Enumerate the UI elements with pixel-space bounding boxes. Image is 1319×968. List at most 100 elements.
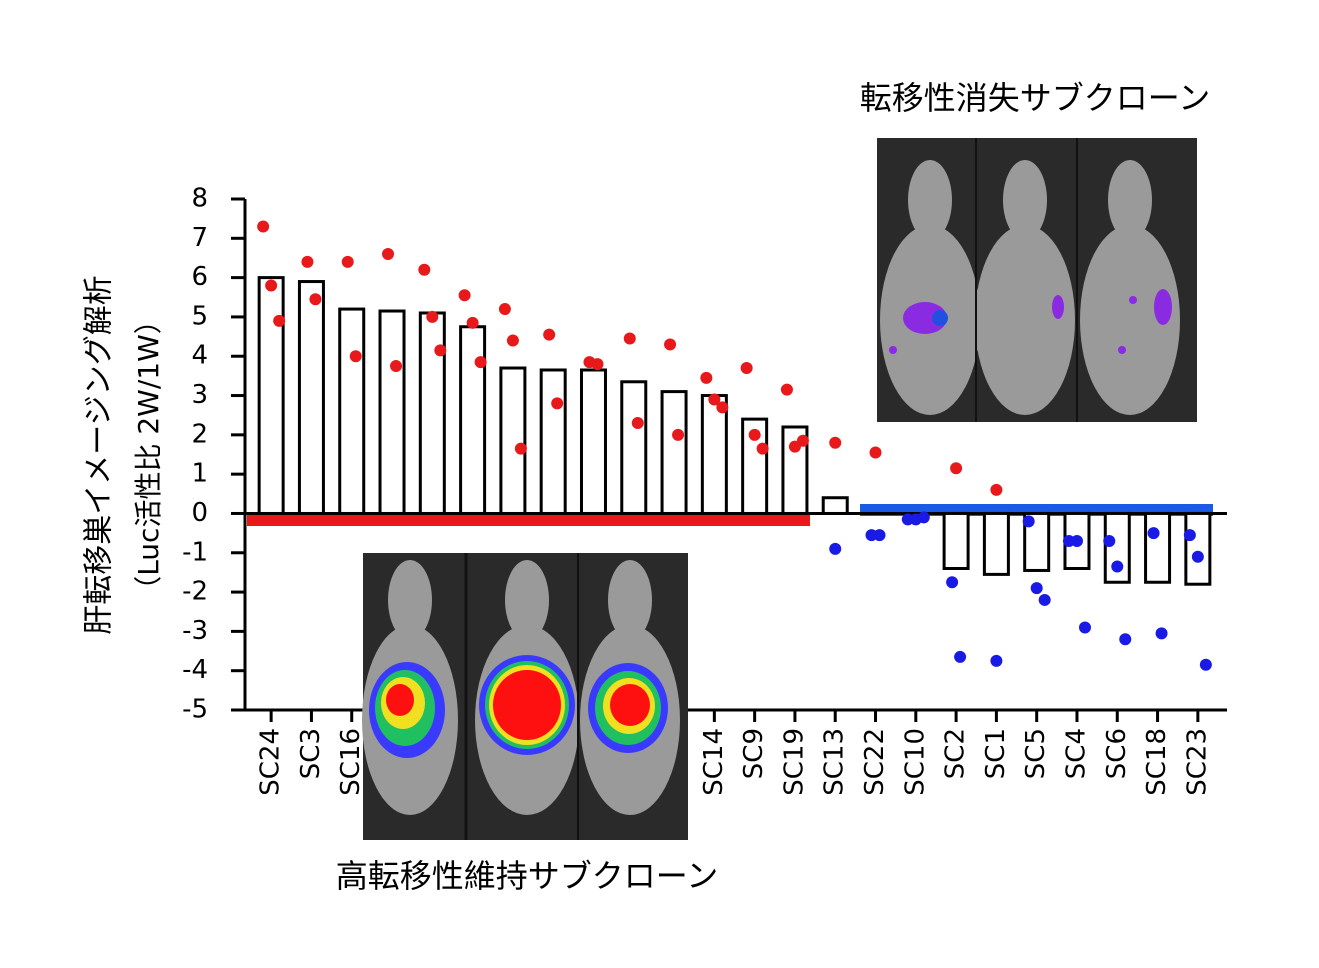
x-tick-label: SC14 [699, 728, 729, 796]
dot [309, 293, 322, 306]
bar [257, 276, 285, 515]
bar [942, 511, 970, 570]
dot [349, 350, 362, 363]
dot [631, 417, 644, 430]
y-tick-label: 1 [191, 459, 208, 489]
dot [716, 401, 729, 414]
dot [265, 279, 278, 292]
y-tick-label: 6 [191, 262, 208, 292]
dot [382, 248, 395, 261]
dot [543, 328, 556, 341]
bar [459, 325, 487, 515]
bar [297, 280, 325, 515]
y-tick-label: -2 [182, 577, 208, 607]
dot [1022, 515, 1035, 528]
x-tick-label: SC6 [1102, 728, 1132, 779]
dot [1183, 529, 1196, 542]
dot [418, 263, 431, 276]
dot [1103, 534, 1116, 547]
bar [660, 390, 688, 515]
x-tick-label: SC23 [1182, 728, 1212, 796]
dot [341, 255, 354, 268]
dot [273, 314, 286, 327]
y-tick-label: -4 [182, 655, 208, 685]
x-tick-label: SC16 [336, 728, 366, 796]
y-axis-label: 肝転移巣イメージング解析 [82, 275, 117, 634]
dot [917, 511, 930, 524]
dot [591, 358, 604, 371]
x-tick-label: SC4 [1061, 728, 1091, 779]
dot [426, 310, 439, 323]
y-tick-label: -3 [182, 616, 208, 646]
bar [338, 307, 366, 515]
dot [708, 393, 721, 406]
y-axis-label: （Luc活性比 2W/1W） [132, 306, 165, 604]
dot [474, 356, 487, 369]
x-tick-label: SC22 [860, 728, 890, 796]
dot [672, 428, 685, 441]
y-tick-label: 4 [191, 341, 208, 371]
dot [1038, 593, 1051, 606]
dot [1199, 658, 1212, 671]
dot [506, 334, 519, 347]
x-tick-label: SC3 [296, 728, 326, 779]
x-tick-label: SC9 [739, 728, 769, 779]
dot [1111, 560, 1124, 573]
x-tick-label: SC5 [1021, 728, 1051, 779]
x-tick-label: SC1 [981, 728, 1011, 779]
dot [700, 371, 713, 384]
x-tick-label: SC24 [256, 728, 286, 796]
dot [740, 362, 753, 375]
annotation: 転移性消失サブクローン [860, 79, 1210, 117]
dot [1119, 633, 1132, 646]
bar [982, 511, 1010, 576]
y-tick-label: 8 [191, 184, 208, 214]
dot [623, 332, 636, 345]
y-tick-label: 2 [191, 419, 208, 449]
bar [539, 368, 567, 515]
dot [990, 654, 1003, 667]
x-tick-label: SC2 [941, 728, 971, 779]
dot [301, 255, 314, 268]
annotation: 高転移性維持サブクローン [336, 857, 718, 895]
bar [1144, 511, 1172, 584]
dot [780, 383, 793, 396]
dot [514, 442, 527, 455]
dot [1078, 621, 1091, 634]
dot [869, 446, 882, 459]
dot [954, 650, 967, 663]
dot [1070, 534, 1083, 547]
dot [756, 442, 769, 455]
dot [390, 360, 403, 373]
dot [990, 483, 1003, 496]
y-tick-label: -1 [182, 537, 208, 567]
x-tick-label: SC18 [1142, 728, 1172, 796]
dot [664, 338, 677, 351]
photo-bottom [362, 553, 688, 840]
bar [378, 309, 406, 515]
dot [458, 289, 471, 302]
dot [466, 316, 479, 329]
y-tick-label: 3 [191, 380, 208, 410]
dot [873, 529, 886, 542]
bar [620, 380, 648, 515]
photos [362, 138, 1197, 840]
bar [821, 496, 849, 515]
bar [418, 311, 446, 515]
dot [551, 397, 564, 410]
dot [257, 220, 270, 233]
y-tick-label: 0 [191, 498, 208, 528]
dot [434, 344, 447, 357]
y-tick-label: 5 [191, 301, 208, 331]
bar [499, 366, 527, 515]
x-tick-label: SC10 [900, 728, 930, 796]
dot [829, 542, 842, 555]
dot [498, 303, 511, 316]
y-tick-label: -5 [182, 695, 208, 725]
dot [1191, 550, 1204, 563]
dot [946, 576, 959, 589]
y-tick-label: 7 [191, 223, 208, 253]
dot [950, 462, 963, 475]
dot [1030, 582, 1043, 595]
